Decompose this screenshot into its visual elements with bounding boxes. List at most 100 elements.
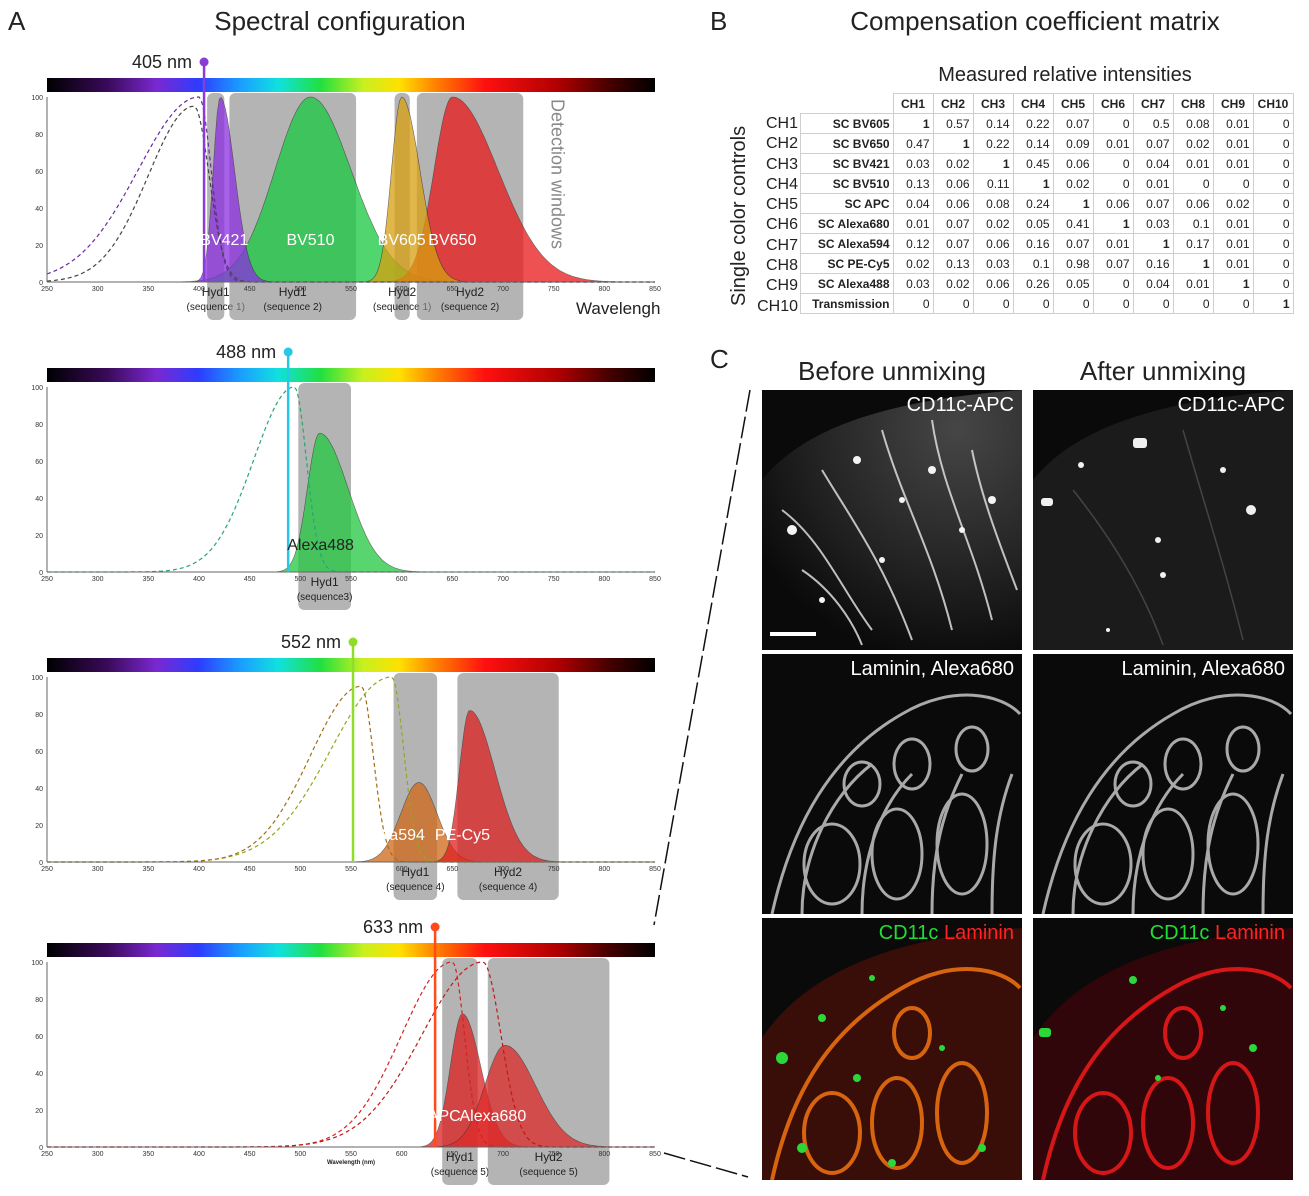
- matrix-cell: 0.04: [1132, 273, 1174, 294]
- panel-letter-b: B: [710, 6, 728, 36]
- x-tick-label: 650: [446, 576, 458, 583]
- matrix-cell: 0: [1252, 113, 1294, 134]
- x-tick-label: 400: [193, 866, 205, 873]
- x-tick-label: 750: [548, 576, 560, 583]
- channel-label: CH7: [765, 236, 798, 254]
- detector-name: Hyd1: [401, 865, 429, 879]
- matrix-cell: 0.07: [1132, 133, 1174, 154]
- matrix-row-name: SC Alexa680: [800, 213, 894, 234]
- matrix-cell: 0.26: [1012, 273, 1054, 294]
- matrix-cell: 1: [892, 113, 934, 134]
- matrix-cell: 0.02: [1212, 193, 1254, 214]
- label-cd11c-after: CD11c: [1149, 922, 1210, 944]
- matrix-col-header: CH5: [1052, 93, 1094, 114]
- laser-marker: [348, 637, 358, 647]
- detector-sequence: (sequence3): [297, 592, 353, 603]
- matrix-cell: 0.41: [1052, 213, 1094, 234]
- matrix-cell: 0: [1252, 273, 1294, 294]
- matrix-row: SC Alexa680 0.01 0.07 0.02 0.05 0.41 1 0.03 0.1 0…: [800, 213, 1294, 234]
- matrix-row: Transmission 0 0 0 0 0 0 0 0 0 1: [800, 293, 1294, 314]
- matrix-cell: 0: [892, 293, 934, 314]
- matrix-cell: 0: [1132, 293, 1174, 314]
- y-tick-label: 0: [39, 570, 43, 577]
- y-tick-label: 20: [35, 243, 43, 250]
- dye-label: Alexa594: [358, 827, 425, 844]
- matrix-cell: 0.02: [892, 253, 934, 274]
- matrix-cell: 0.04: [892, 193, 934, 214]
- x-tick-label: 800: [598, 866, 610, 873]
- channel-label: CH1: [765, 115, 798, 132]
- x-tick-label: 700: [497, 866, 509, 873]
- matrix-cell: 0: [1252, 133, 1294, 154]
- detector-sequence: (sequence 1): [187, 302, 245, 313]
- matrix-cell: 0.03: [892, 273, 934, 294]
- laser-label: 633 nm: [363, 917, 423, 937]
- x-tick-label: 500: [294, 866, 306, 873]
- matrix-cell: 0.04: [1132, 153, 1174, 174]
- x-tick-label: 300: [92, 1151, 104, 1158]
- x-tick-label: 300: [92, 286, 104, 293]
- image-merge-after: CD11c Laminin: [1033, 918, 1293, 1180]
- detector-name: Hyd2: [494, 865, 522, 879]
- matrix-cell: 0.98: [1052, 253, 1094, 274]
- detector-sequence: (sequence 5): [519, 1167, 577, 1178]
- channel-label: CH2: [765, 135, 798, 153]
- channel-label: CH5: [765, 196, 798, 214]
- matrix-col-header: CH10: [1252, 93, 1294, 114]
- matrix-cell: 0.12: [892, 233, 934, 254]
- dye-label: PE-Cy5: [435, 827, 490, 844]
- x-tick-label: 500: [294, 1151, 306, 1158]
- matrix-cell: 0.22: [1012, 113, 1054, 134]
- channel-labels: CH1 CH2 CH3 CH4 CH5 CH6 CH7 CH8 CH9 CH10: [740, 114, 798, 317]
- matrix-col-header: CH1: [892, 93, 934, 114]
- detector-sequence: (sequence 2): [264, 302, 322, 313]
- matrix-cell: 0.16: [1012, 233, 1054, 254]
- x-tick-label: 850: [649, 576, 661, 583]
- image-laminin-after: Laminin, Alexa680: [1033, 654, 1293, 914]
- matrix-cell: 0.24: [1012, 193, 1054, 214]
- dye-label: Alexa488: [287, 537, 354, 554]
- y-tick-label: 20: [35, 1108, 43, 1115]
- matrix-cell: 0.01: [1092, 133, 1134, 154]
- label-cd11c-apc: CD11c-APC: [906, 394, 1014, 416]
- y-tick-label: 20: [35, 823, 43, 830]
- matrix-cell: 0.07: [1052, 233, 1094, 254]
- y-tick-label: 0: [39, 1145, 43, 1152]
- matrix-cell: 0.08: [1172, 113, 1214, 134]
- label-merge-after: CD11c Laminin: [1150, 922, 1285, 945]
- x-tick-label: 450: [244, 1151, 256, 1158]
- image-cd11c-before: CD11c-APC: [762, 390, 1022, 650]
- laser-marker: [199, 57, 209, 67]
- matrix-cell: 0.01: [892, 213, 934, 234]
- label-merge-before: CD11c Laminin: [879, 922, 1014, 945]
- matrix-cell: 0.02: [1172, 133, 1214, 154]
- matrix-cell: 0.06: [1092, 193, 1134, 214]
- matrix-row: SC Alexa594 0.12 0.07 0.06 0.16 0.07 0.01 1 0.17…: [800, 233, 1294, 254]
- image-cd11c-after: CD11c-APC: [1033, 390, 1293, 650]
- matrix-cell: 0.01: [1212, 133, 1254, 154]
- channel-label: CH6: [765, 216, 798, 234]
- x-axis-label-small: Wavelength (nm): [327, 1160, 375, 1166]
- matrix-col-header: CH7: [1132, 93, 1174, 114]
- laser-marker: [430, 922, 440, 932]
- matrix-cell: 0.05: [1052, 273, 1094, 294]
- matrix-cell: 1: [1132, 233, 1174, 254]
- matrix-cell: 0.02: [972, 213, 1014, 234]
- matrix-cell: 1: [1252, 293, 1294, 314]
- matrix-row-name: SC BV605: [800, 113, 894, 134]
- x-tick-label: 850: [649, 866, 661, 873]
- x-tick-label: 250: [41, 576, 53, 583]
- matrix-row-name: SC BV421: [800, 153, 894, 174]
- panel-letter-c: C: [710, 344, 729, 374]
- x-tick-label: 600: [396, 576, 408, 583]
- spectral-subplot: Hyd1 (sequence 5) Hyd2 (sequence 5) 250 300 35…: [31, 917, 661, 1185]
- detection-windows-label: Detection windows: [548, 99, 568, 249]
- matrix-row-name: Transmission: [800, 293, 894, 314]
- matrix-cell: 0.45: [1012, 153, 1054, 174]
- matrix-row-name: SC BV510: [800, 173, 894, 194]
- label-laminin: Laminin: [943, 922, 1014, 944]
- matrix-cell: 0.01: [1132, 173, 1174, 194]
- matrix-subtitle: Measured relative intensities: [938, 64, 1192, 86]
- matrix-row: SC APC 0.04 0.06 0.08 0.24 1 0.06 0.07 0.06 0.02 0: [800, 193, 1294, 214]
- excitation-curve: [47, 676, 655, 863]
